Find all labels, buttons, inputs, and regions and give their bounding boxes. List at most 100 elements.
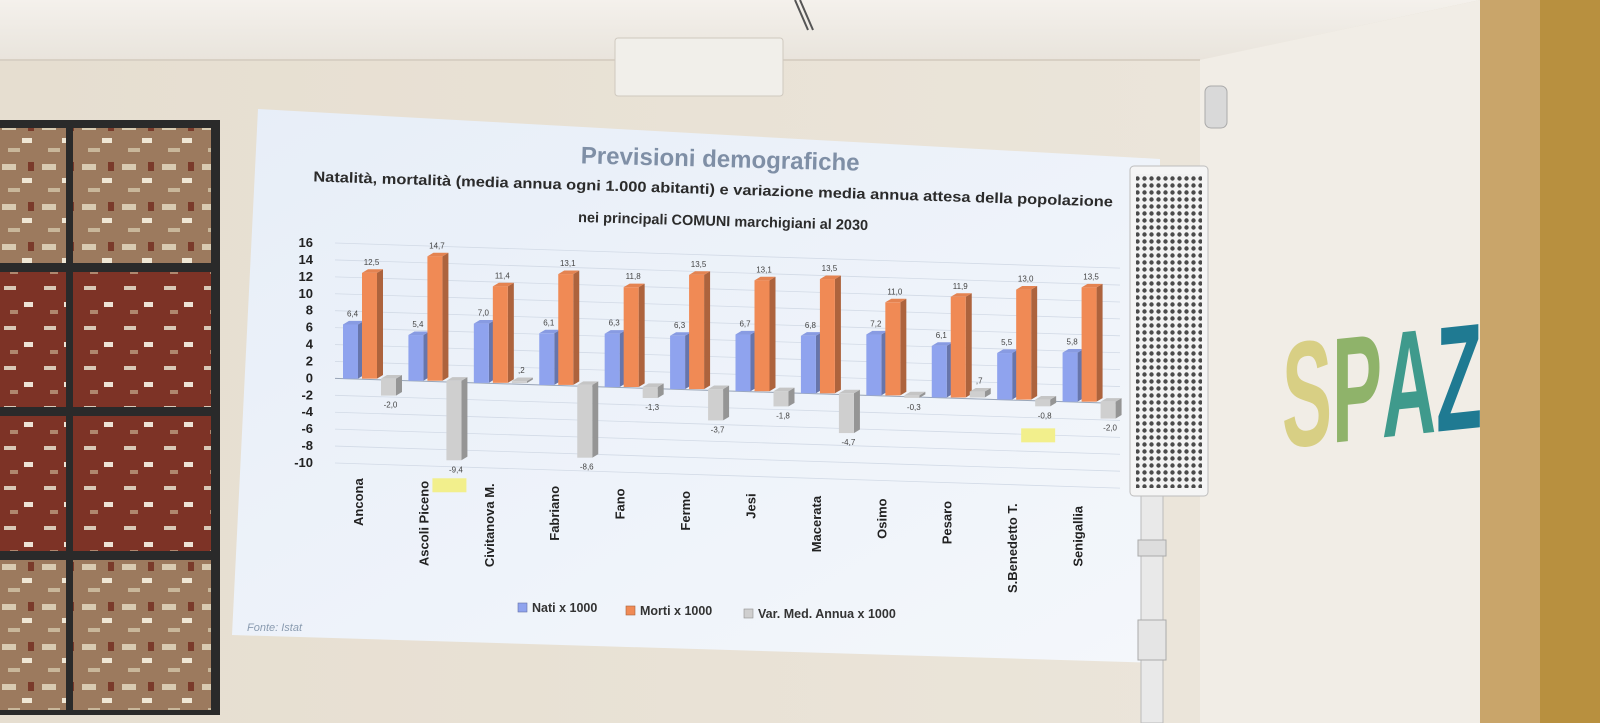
bar-top	[866, 330, 888, 335]
gridline	[334, 327, 1121, 354]
bar	[969, 387, 991, 398]
bar-side	[984, 387, 991, 398]
bar-front	[1016, 289, 1032, 400]
category-label: Osimo	[874, 498, 889, 539]
bar-front	[427, 256, 443, 381]
bar-top	[904, 391, 926, 396]
bar	[754, 276, 776, 392]
brand-letter: S	[1282, 307, 1332, 480]
y-tick-label: 6	[306, 320, 313, 335]
legend-item: Var. Med. Annua x 1000	[743, 607, 896, 621]
bar-front	[381, 378, 396, 396]
data-label: 11,9	[953, 282, 969, 291]
bar-front	[623, 287, 639, 388]
data-label: 11,4	[495, 271, 511, 280]
bar-front	[997, 353, 1013, 400]
bar	[885, 298, 907, 396]
gridline	[334, 310, 1121, 337]
bar	[904, 391, 926, 398]
category-label: Pesaro	[940, 501, 955, 544]
bar	[931, 342, 953, 398]
y-tick-label: -4	[301, 404, 313, 419]
bar-side	[638, 283, 645, 388]
bar	[773, 387, 795, 407]
bar-top	[1016, 285, 1038, 290]
gridline	[334, 242, 1121, 269]
data-label: -1,8	[776, 411, 790, 420]
brand-letter: Z	[1436, 291, 1482, 463]
bar-side	[657, 383, 664, 399]
bar-top	[492, 282, 514, 287]
bar	[838, 389, 860, 434]
legend-label: Morti x 1000	[640, 604, 712, 618]
bar-front	[604, 333, 620, 388]
data-label: 13,0	[1018, 275, 1034, 284]
bar	[492, 282, 514, 383]
bar-side	[1096, 283, 1103, 402]
bar-top	[408, 331, 430, 336]
gridline	[334, 361, 1121, 387]
bar	[997, 349, 1019, 400]
data-label: 7,2	[870, 319, 882, 328]
bar	[577, 381, 599, 458]
y-tick-label: -2	[301, 387, 313, 402]
gridline	[334, 259, 1121, 286]
data-label: 6,3	[674, 321, 686, 330]
bar	[950, 293, 972, 398]
bar	[689, 271, 711, 390]
bar-front	[754, 280, 770, 392]
bar	[1100, 398, 1122, 419]
bar-front	[708, 389, 724, 421]
data-label: -8,6	[580, 463, 594, 472]
y-tick-label: 0	[306, 370, 313, 385]
bar-top	[1100, 398, 1122, 402]
y-tick-label: 4	[306, 337, 314, 352]
highlight-marker	[432, 478, 467, 493]
brand-text: SPAZ	[1282, 291, 1482, 480]
bar	[511, 377, 533, 384]
category-label: Fabriano	[547, 486, 562, 541]
data-label: -0,8	[1038, 411, 1052, 420]
y-tick-label: 14	[299, 252, 314, 267]
category-label: Jesi	[744, 493, 759, 518]
data-label: 6,1	[543, 318, 555, 327]
bar	[446, 377, 468, 461]
highlight-marker	[1021, 428, 1056, 443]
bar-front	[1035, 399, 1051, 407]
bar-side	[704, 271, 711, 390]
data-label: -4,7	[842, 438, 856, 447]
bar	[558, 270, 580, 385]
bar-side	[769, 276, 776, 392]
bar-front	[950, 296, 966, 398]
brand-letter: A	[1382, 296, 1436, 469]
bar-front	[446, 380, 462, 461]
brand-letter: P	[1332, 302, 1382, 475]
category-label: Fano	[613, 488, 628, 519]
bar-top	[427, 252, 449, 257]
bar-front	[539, 333, 555, 385]
data-label: 6,3	[609, 319, 621, 328]
bar-side	[377, 269, 383, 379]
bar-front	[492, 286, 508, 383]
bar-top	[1081, 283, 1103, 288]
data-label: 11,0	[887, 287, 903, 296]
bar-top	[642, 383, 664, 388]
bar-top	[689, 271, 711, 275]
category-label: S.Benedetto T.	[1005, 503, 1020, 593]
y-tick-label: 12	[299, 269, 313, 284]
bar	[539, 329, 561, 385]
bar-front	[773, 391, 789, 407]
bar-top	[931, 342, 953, 346]
legend-label: Var. Med. Annua x 1000	[758, 607, 896, 621]
bar-front	[1081, 287, 1097, 402]
data-label: 5,5	[1001, 338, 1013, 347]
bar	[866, 330, 888, 396]
bar-top	[997, 349, 1019, 354]
bar-side	[526, 377, 533, 384]
bar	[1035, 395, 1057, 407]
bar-side	[788, 387, 795, 407]
bar-top	[754, 276, 776, 281]
data-label: 5,4	[412, 320, 424, 329]
bar-front	[931, 345, 947, 398]
